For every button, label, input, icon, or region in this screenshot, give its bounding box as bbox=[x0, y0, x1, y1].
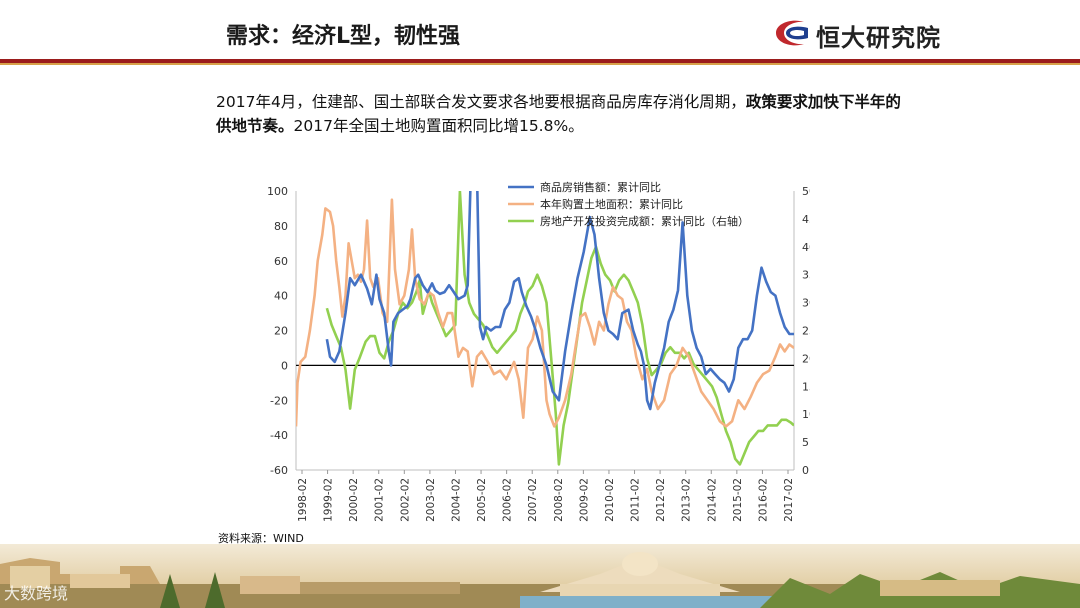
x-tick-label: 2009-02 bbox=[578, 478, 590, 522]
y-left-tick-label: 100 bbox=[267, 185, 288, 198]
y-right-tick-label: 35 bbox=[802, 269, 810, 282]
evergrande-logo-icon bbox=[776, 20, 808, 46]
y-right-tick-label: 40 bbox=[802, 241, 810, 254]
header-divider-accent bbox=[0, 63, 1080, 65]
y-left-tick-label: 40 bbox=[274, 290, 288, 303]
y-left-tick-label: 60 bbox=[274, 255, 288, 268]
y-right-tick-label: 50 bbox=[802, 185, 810, 198]
header-divider bbox=[0, 59, 1080, 63]
legend-label: 商品房销售额：累计同比 bbox=[540, 180, 661, 194]
x-tick-label: 2013-02 bbox=[681, 478, 693, 522]
x-tick-label: 2006-02 bbox=[502, 478, 514, 522]
x-tick-label: 2008-02 bbox=[553, 478, 565, 522]
series-line-2 bbox=[296, 198, 794, 428]
y-left-tick-label: -40 bbox=[270, 429, 288, 442]
source-note: 资料来源：WIND bbox=[218, 532, 304, 545]
y-right-tick-label: 20 bbox=[802, 352, 810, 365]
y-right-tick-label: 30 bbox=[802, 297, 810, 310]
y-right-tick-label: 45 bbox=[802, 213, 810, 226]
footer-banner-image bbox=[0, 544, 1080, 608]
x-tick-label: 1998-02 bbox=[297, 478, 309, 522]
y-right-tick-label: 0 bbox=[802, 464, 809, 477]
y-left-tick-label: -20 bbox=[270, 394, 288, 407]
y-left-tick-label: 0 bbox=[281, 359, 288, 372]
summary-paragraph: 2017年4月，住建部、国土部联合发文要求各地要根据商品房库存消化周期，政策要求… bbox=[216, 90, 916, 138]
watermark-text: 大数跨境 bbox=[4, 584, 69, 603]
summary-text-1: 2017年4月，住建部、国土部联合发文要求各地要根据商品房库存消化周期， bbox=[216, 93, 746, 111]
slide-header: 需求：经济L型，韧性强 恒大研究院 bbox=[0, 0, 1080, 62]
x-tick-label: 2000-02 bbox=[348, 478, 360, 522]
x-tick-label: 2003-02 bbox=[425, 478, 437, 522]
x-tick-label: 2002-02 bbox=[399, 478, 411, 522]
summary-text-bold: 政策要求加快下半年的供地节奏。 bbox=[216, 93, 901, 135]
x-tick-label: 2004-02 bbox=[450, 478, 462, 522]
y-left-tick-label: 20 bbox=[274, 325, 288, 338]
y-left-tick-label: 80 bbox=[274, 220, 288, 233]
x-tick-label: 2017-02 bbox=[783, 478, 795, 522]
x-tick-label: 1999-02 bbox=[323, 478, 335, 522]
legend-label: 本年购置土地面积：累计同比 bbox=[540, 197, 683, 211]
x-tick-label: 2012-02 bbox=[655, 478, 667, 522]
y-right-tick-label: 10 bbox=[802, 408, 810, 421]
y-left-tick-label: -60 bbox=[270, 464, 288, 477]
page-title: 需求：经济L型，韧性强 bbox=[226, 24, 461, 49]
x-tick-label: 2014-02 bbox=[706, 478, 718, 522]
series-line-3 bbox=[325, 191, 794, 466]
x-tick-label: 2005-02 bbox=[476, 478, 488, 522]
x-tick-label: 2016-02 bbox=[757, 478, 769, 522]
summary-text-2: 2017年全国土地购置面积同比增15.8%。 bbox=[293, 117, 584, 135]
y-right-tick-label: 25 bbox=[802, 325, 810, 338]
x-tick-label: 2010-02 bbox=[604, 478, 616, 522]
y-right-tick-label: 5 bbox=[802, 436, 809, 449]
x-tick-label: 2011-02 bbox=[630, 478, 642, 522]
legend-label: 房地产开发投资完成额：累计同比（右轴） bbox=[540, 214, 749, 228]
y-right-tick-label: 15 bbox=[802, 380, 810, 393]
chart: 100806040200-20-40-605045403530252015105… bbox=[267, 180, 810, 522]
x-tick-label: 2001-02 bbox=[374, 478, 386, 522]
x-tick-label: 2007-02 bbox=[527, 478, 539, 522]
series-line-1 bbox=[325, 191, 794, 411]
brand-name: 恒大研究院 bbox=[816, 24, 941, 52]
x-tick-label: 2015-02 bbox=[732, 478, 744, 522]
